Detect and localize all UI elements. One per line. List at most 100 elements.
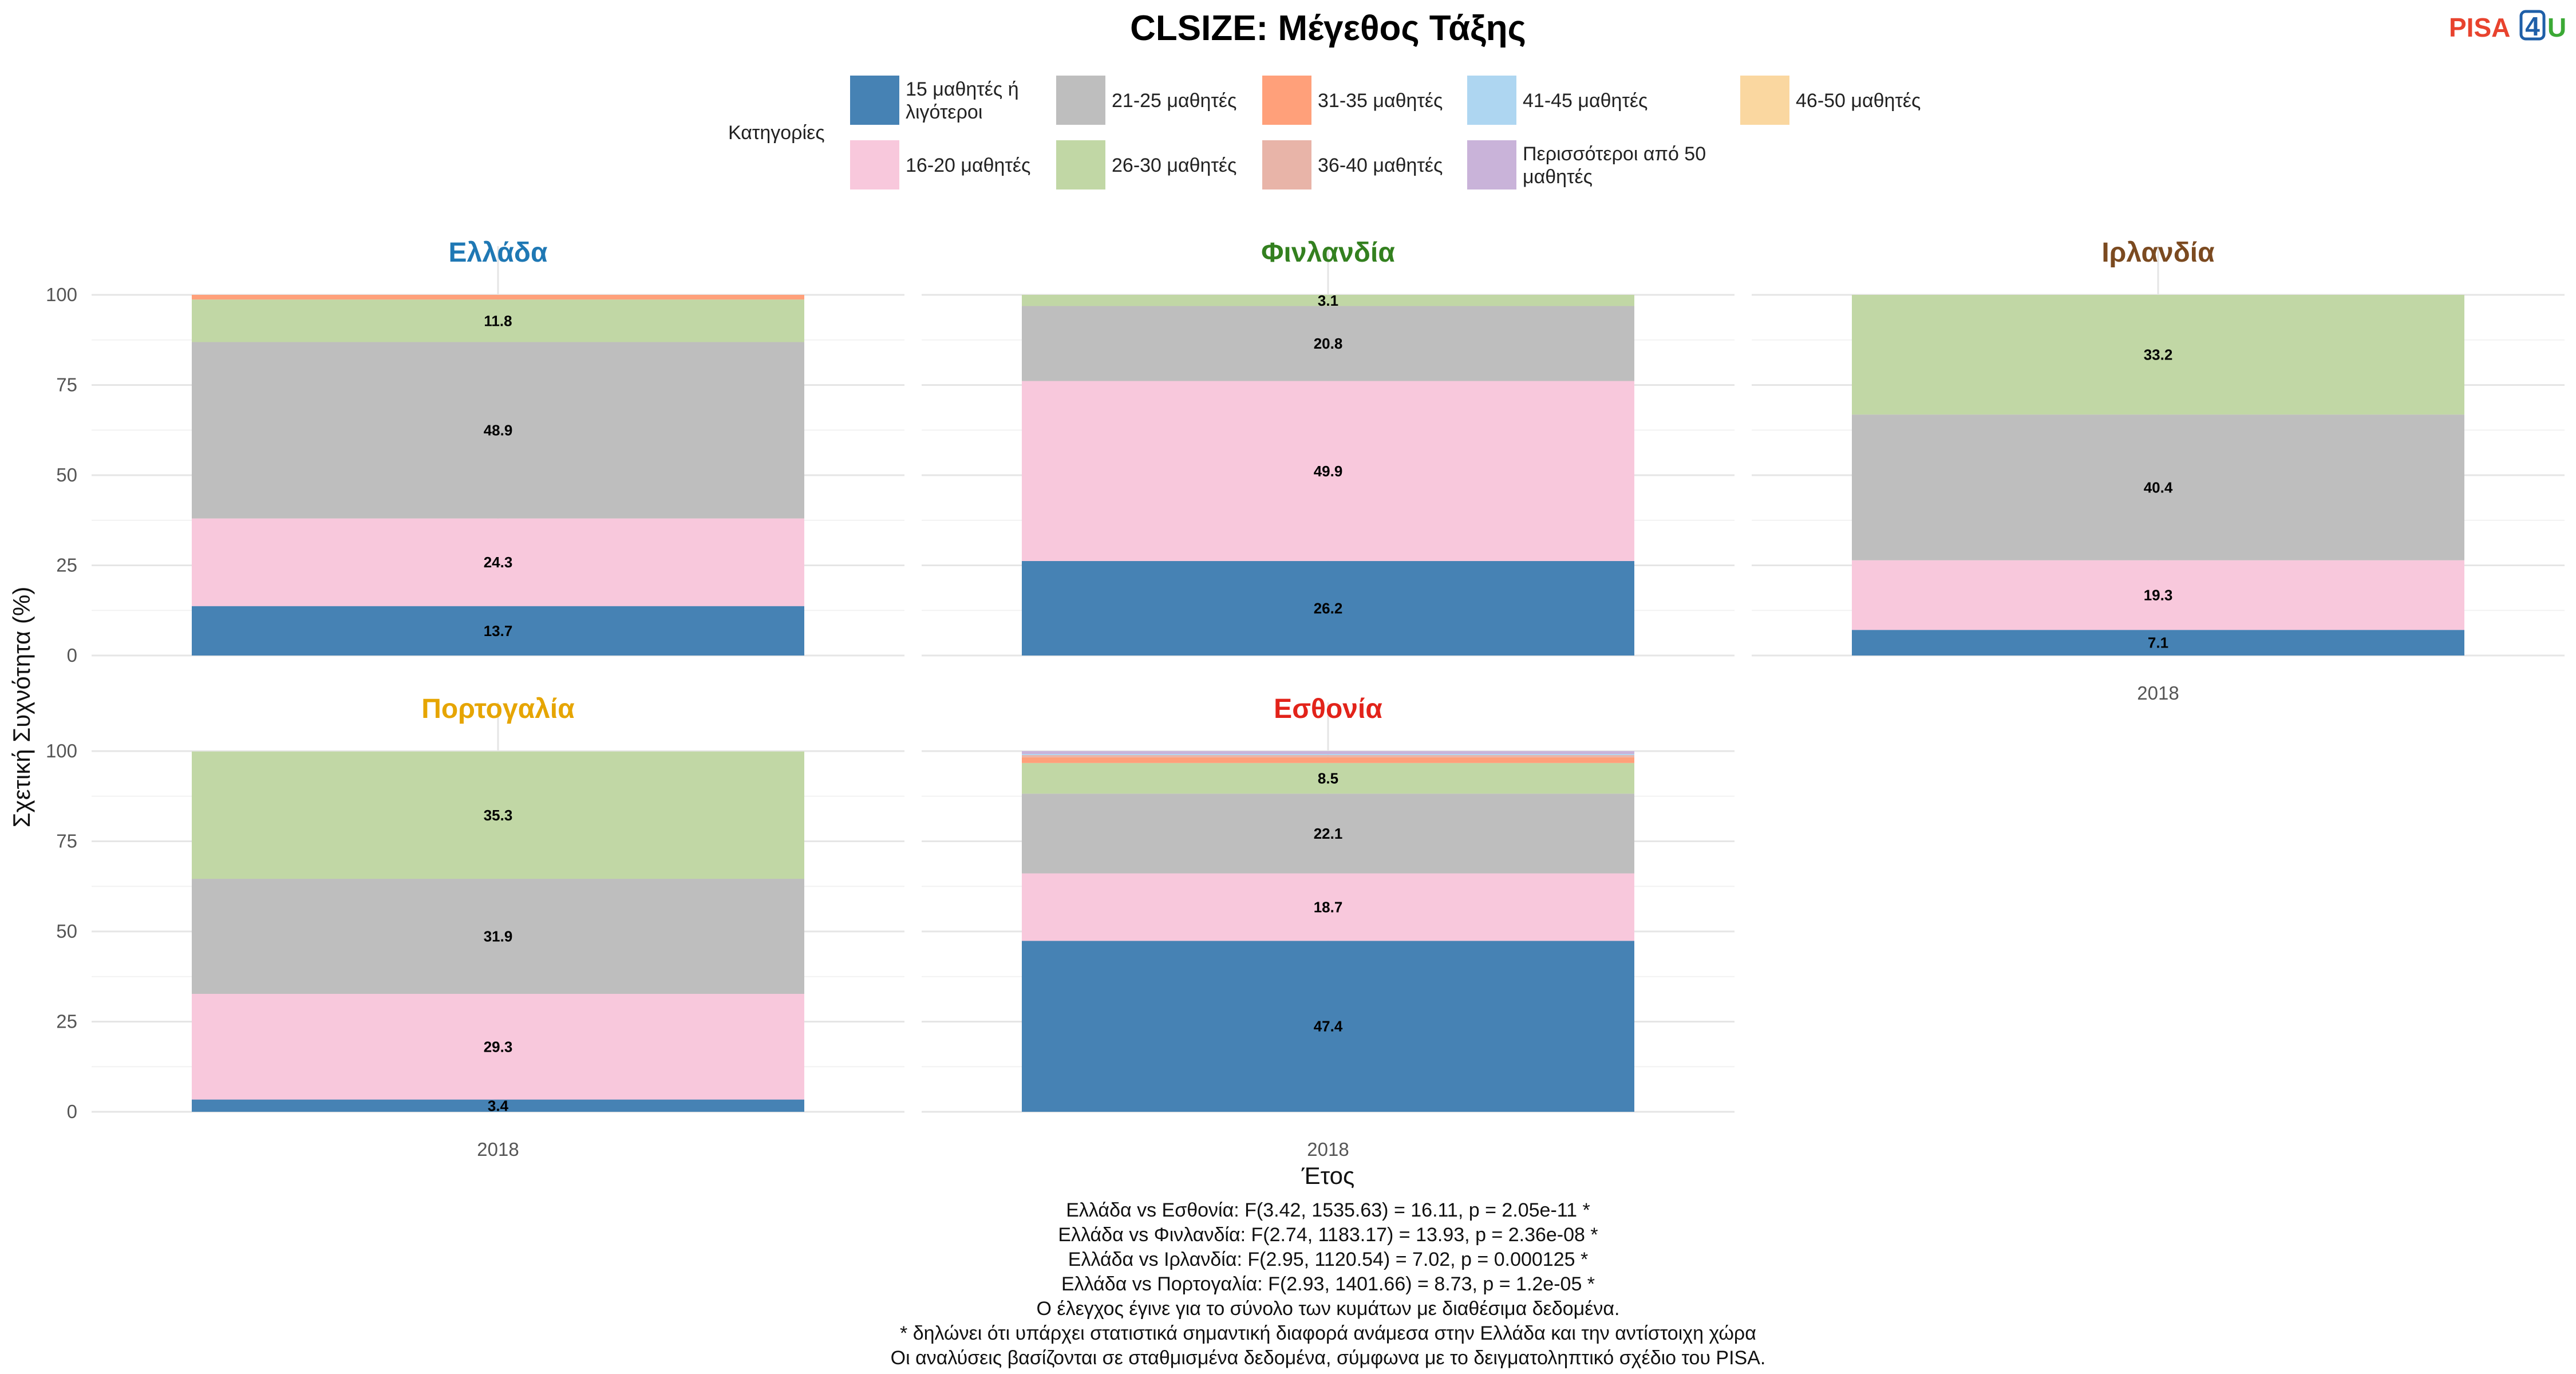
bar-segment bbox=[192, 342, 804, 519]
legend-swatch bbox=[850, 76, 899, 125]
y-tick-label: 50 bbox=[56, 921, 77, 942]
bar-segment bbox=[1022, 381, 1634, 561]
bar-segment bbox=[1022, 755, 1634, 757]
caption-line: Ελλάδα vs Εσθονία: F(3.42, 1535.63) = 16… bbox=[1066, 1199, 1590, 1221]
bar-segment bbox=[1022, 793, 1634, 874]
data-label: 13.7 bbox=[484, 622, 513, 639]
logo-four: 4 bbox=[2525, 11, 2540, 41]
caption-line: Ελλάδα vs Πορτογαλία: F(2.93, 1401.66) =… bbox=[1061, 1273, 1595, 1295]
legend-swatch bbox=[1262, 140, 1311, 189]
y-tick-label: 75 bbox=[56, 374, 77, 396]
y-tick-label: 0 bbox=[67, 1101, 77, 1122]
legend-swatch bbox=[1467, 140, 1516, 189]
logo-u: U bbox=[2547, 13, 2566, 42]
facets: Ελλάδα 0 25 50 75 100 13.7 24.3 48.9 11.8 Φινλανδί… bbox=[46, 238, 2565, 1160]
legend-label: 16-20 μαθητές bbox=[906, 155, 1030, 176]
axis-titles: Σχετική Συχνότητα (%) Έτος bbox=[8, 587, 1354, 1189]
caption-line: Οι αναλύσεις βασίζονται σε σταθμισμένα δ… bbox=[891, 1347, 1766, 1369]
caption-line: * δηλώνει ότι υπάρχει στατιστικά σημαντι… bbox=[900, 1322, 1756, 1344]
data-label: 24.3 bbox=[484, 554, 513, 571]
facet-title: Ελλάδα bbox=[449, 238, 548, 268]
facet-title: Ιρλανδία bbox=[2101, 238, 2215, 268]
y-tick-label: 100 bbox=[46, 740, 77, 761]
x-axis-title: Έτος bbox=[1301, 1162, 1355, 1189]
bar-segment bbox=[192, 993, 804, 1100]
legend-label: Περισσότεροι από 50 μαθητές bbox=[1523, 143, 1706, 188]
data-label: 7.1 bbox=[2148, 634, 2168, 652]
facet-panel: Ελλάδα 0 25 50 75 100 13.7 24.3 48.9 11.8 bbox=[46, 238, 904, 666]
data-label: 20.8 bbox=[1314, 335, 1343, 352]
data-label: 33.2 bbox=[2144, 346, 2173, 364]
bar-segment bbox=[1852, 295, 2464, 415]
bar-segment bbox=[1022, 763, 1634, 794]
y-tick-label: 25 bbox=[56, 555, 77, 576]
data-label: 19.3 bbox=[2144, 586, 2173, 603]
y-tick-label: 50 bbox=[56, 464, 77, 485]
legend-label: 36-40 μαθητές bbox=[1318, 155, 1443, 176]
data-label: 26.2 bbox=[1314, 599, 1343, 617]
caption-line: Ο έλεγχος έγινε για το σύνολο των κυμάτω… bbox=[1037, 1298, 1620, 1320]
bar-segment bbox=[1852, 414, 2464, 560]
legend-label: 15 μαθητές ή λιγότεροι bbox=[906, 78, 1019, 123]
x-tick-label: 2018 bbox=[1307, 1139, 1349, 1160]
data-label: 31.9 bbox=[484, 928, 513, 945]
x-tick-label: 2018 bbox=[2137, 682, 2179, 704]
facet-title: Φινλανδία bbox=[1261, 238, 1395, 268]
legend-item: 21-25 μαθητές bbox=[1056, 76, 1236, 125]
y-tick-label: 25 bbox=[56, 1011, 77, 1032]
pisa4u-logo: PISA bbox=[2449, 13, 2510, 42]
legend-item: 36-40 μαθητές bbox=[1262, 140, 1443, 189]
data-label: 29.3 bbox=[484, 1038, 513, 1055]
facet-panel: Φινλανδία 26.2 49.9 20.8 3.1 bbox=[922, 238, 1735, 657]
legend-item: 26-30 μαθητές bbox=[1056, 140, 1236, 189]
logo-box bbox=[2519, 10, 2546, 41]
data-label: 49.9 bbox=[1314, 463, 1343, 480]
caption-line: Ελλάδα vs Ιρλανδία: F(2.95, 1120.54) = 7… bbox=[1068, 1249, 1588, 1270]
chart-header: CLSIZE: Μέγεθος Τάξης PISA 4 U bbox=[1130, 9, 2566, 48]
data-label: 48.9 bbox=[484, 422, 513, 439]
caption-line: Ελλάδα vs Φινλανδία: F(2.74, 1183.17) = … bbox=[1058, 1224, 1598, 1246]
bar-segment bbox=[1022, 560, 1634, 656]
bar-segment bbox=[1022, 757, 1634, 763]
legend-label: 31-35 μαθητές bbox=[1318, 90, 1443, 112]
bar-segment bbox=[192, 518, 804, 606]
y-tick-label: 75 bbox=[56, 831, 77, 852]
legend-swatch bbox=[1740, 76, 1789, 125]
y-tick-label: 100 bbox=[46, 284, 77, 305]
bar-segment bbox=[192, 1099, 804, 1112]
logo-pisa: PISA bbox=[2449, 13, 2510, 42]
legend-item: 46-50 μαθητές bbox=[1740, 76, 1921, 125]
legend: Κατηγορίες 15 μαθητές ή λιγότεροι 16-20 μα… bbox=[728, 76, 1921, 189]
facet-panel: Εσθονία 47.4 18.7 22.1 8.5 2018 bbox=[922, 694, 1735, 1160]
legend-label: 26-30 μαθητές bbox=[1112, 155, 1236, 176]
facet-panel: Ιρλανδία 7.1 19.3 40.4 33.2 2018 bbox=[1752, 238, 2565, 704]
legend-swatch bbox=[1056, 140, 1105, 189]
bar-segment bbox=[1022, 295, 1634, 306]
bar-segment bbox=[192, 299, 804, 342]
data-label: 3.4 bbox=[488, 1097, 509, 1114]
chart-title: CLSIZE: Μέγεθος Τάξης bbox=[1130, 9, 1526, 48]
facet-title: Πορτογαλία bbox=[421, 694, 575, 724]
legend-swatch bbox=[850, 140, 899, 189]
y-tick-label: 0 bbox=[67, 645, 77, 666]
caption: Ελλάδα vs Εσθονία: F(3.42, 1535.63) = 16… bbox=[891, 1199, 1766, 1369]
data-label: 11.8 bbox=[484, 312, 512, 329]
legend-item: Περισσότεροι από 50 μαθητές bbox=[1467, 140, 1706, 189]
bar-segment bbox=[1022, 873, 1634, 941]
x-tick-label: 2018 bbox=[477, 1139, 519, 1160]
legend-swatch bbox=[1262, 76, 1311, 125]
data-label: 22.1 bbox=[1314, 825, 1343, 842]
data-label: 35.3 bbox=[484, 807, 513, 824]
bar-segment bbox=[1022, 306, 1634, 381]
legend-item: 41-45 μαθητές bbox=[1467, 76, 1647, 125]
y-axis-title: Σχετική Συχνότητα (%) bbox=[8, 587, 35, 828]
bar-segment bbox=[1852, 560, 2464, 630]
bar-segment bbox=[192, 295, 804, 300]
legend-label: 21-25 μαθητές bbox=[1112, 90, 1236, 112]
bar-segment bbox=[1852, 630, 2464, 656]
legend-title: Κατηγορίες bbox=[728, 122, 825, 144]
bar-segment bbox=[192, 606, 804, 656]
data-label: 8.5 bbox=[1318, 770, 1338, 787]
data-label: 3.1 bbox=[1318, 292, 1338, 309]
